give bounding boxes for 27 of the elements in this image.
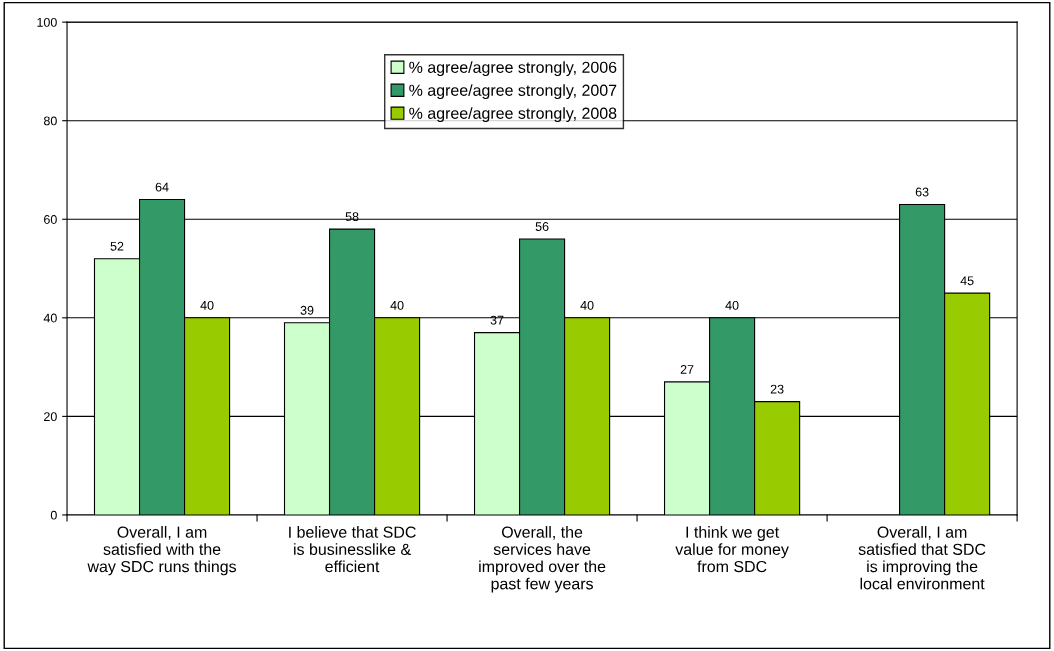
x-tick-label: I think we get value for money from SDC	[675, 526, 789, 573]
legend-label: % agree/agree strongly, 2006	[409, 61, 617, 77]
legend-label: % agree/agree strongly, 2008	[409, 107, 617, 123]
data-label: 56	[535, 222, 549, 231]
x-tick-label: Overall, I am satisfied with the way SDC runs things	[87, 526, 237, 576]
x-tick-label: Overall, I am satisfied that SDC is improving the local environment	[858, 526, 986, 590]
y-tick-label: 80	[43, 116, 57, 126]
y-tick-label: 0	[50, 510, 57, 520]
data-label: 39	[300, 305, 314, 315]
data-label: 27	[680, 365, 694, 374]
data-label: 23	[770, 384, 784, 394]
data-label: 37	[490, 315, 504, 325]
data-label: 40	[200, 300, 214, 310]
x-tick-label: I believe that SDC is businesslike & efficient	[289, 526, 416, 573]
y-tick-label: 60	[44, 215, 57, 224]
y-tick-label: 20	[44, 412, 57, 422]
data-label: 64	[155, 182, 169, 192]
data-label: 63	[915, 187, 929, 197]
y-tick-label: 40	[43, 313, 57, 323]
data-label: 40	[580, 300, 594, 310]
y-tick-label: 100	[37, 17, 57, 27]
data-label: 40	[725, 300, 739, 310]
data-label: 40	[390, 300, 404, 310]
data-label: 52	[110, 241, 124, 251]
x-tick-label: Overall, the services have improved over the past few years	[479, 526, 606, 593]
data-label: 45	[960, 276, 974, 286]
legend-label: % agree/agree strongly, 2007	[409, 84, 617, 100]
